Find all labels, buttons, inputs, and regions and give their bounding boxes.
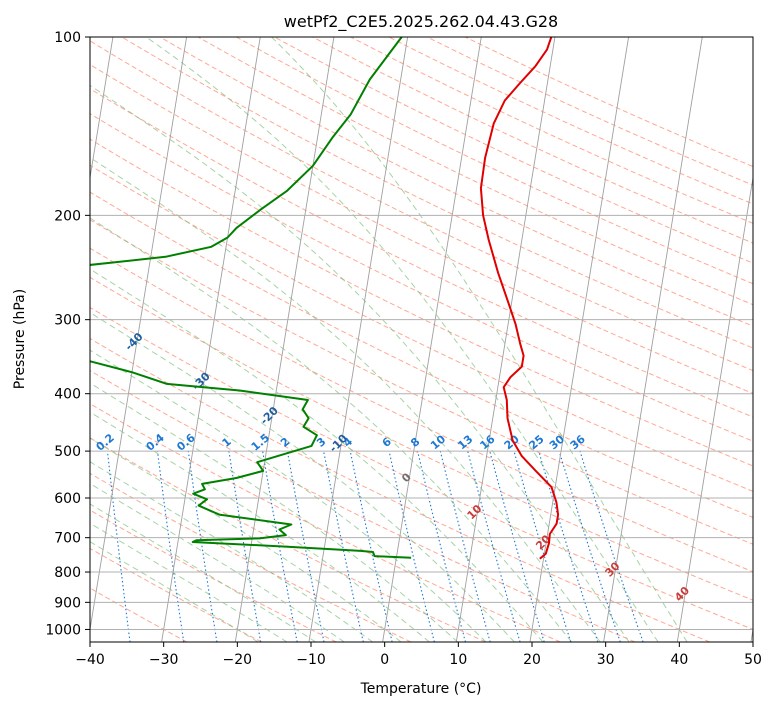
y-tick-label: 400 bbox=[54, 387, 81, 403]
y-tick-label: 500 bbox=[54, 444, 81, 460]
y-tick-label: 100 bbox=[54, 30, 81, 46]
x-tick-label: −30 bbox=[149, 652, 179, 668]
y-tick-label: 1000 bbox=[45, 622, 81, 638]
y-tick-label: 800 bbox=[54, 565, 81, 581]
y-axis-label: Pressure (hPa) bbox=[12, 289, 28, 389]
y-tick-label: 900 bbox=[54, 595, 81, 611]
y-tick-label: 200 bbox=[54, 208, 81, 224]
x-tick-label: 30 bbox=[597, 652, 615, 668]
x-tick-label: 10 bbox=[449, 652, 467, 668]
x-tick-label: 0 bbox=[380, 652, 389, 668]
y-tick-label: 700 bbox=[54, 531, 81, 547]
x-tick-label: 20 bbox=[523, 652, 541, 668]
chart-title: wetPf2_C2E5.2025.262.04.43.G28 bbox=[284, 12, 558, 32]
x-tick-label: 50 bbox=[744, 652, 762, 668]
x-tick-label: −20 bbox=[223, 652, 253, 668]
y-tick-label: 300 bbox=[54, 313, 81, 329]
x-tick-label: −40 bbox=[75, 652, 105, 668]
x-tick-label: 40 bbox=[670, 652, 688, 668]
y-tick-label: 600 bbox=[54, 491, 81, 507]
x-axis-label: Temperature (°C) bbox=[360, 681, 482, 697]
x-tick-label: −10 bbox=[296, 652, 326, 668]
